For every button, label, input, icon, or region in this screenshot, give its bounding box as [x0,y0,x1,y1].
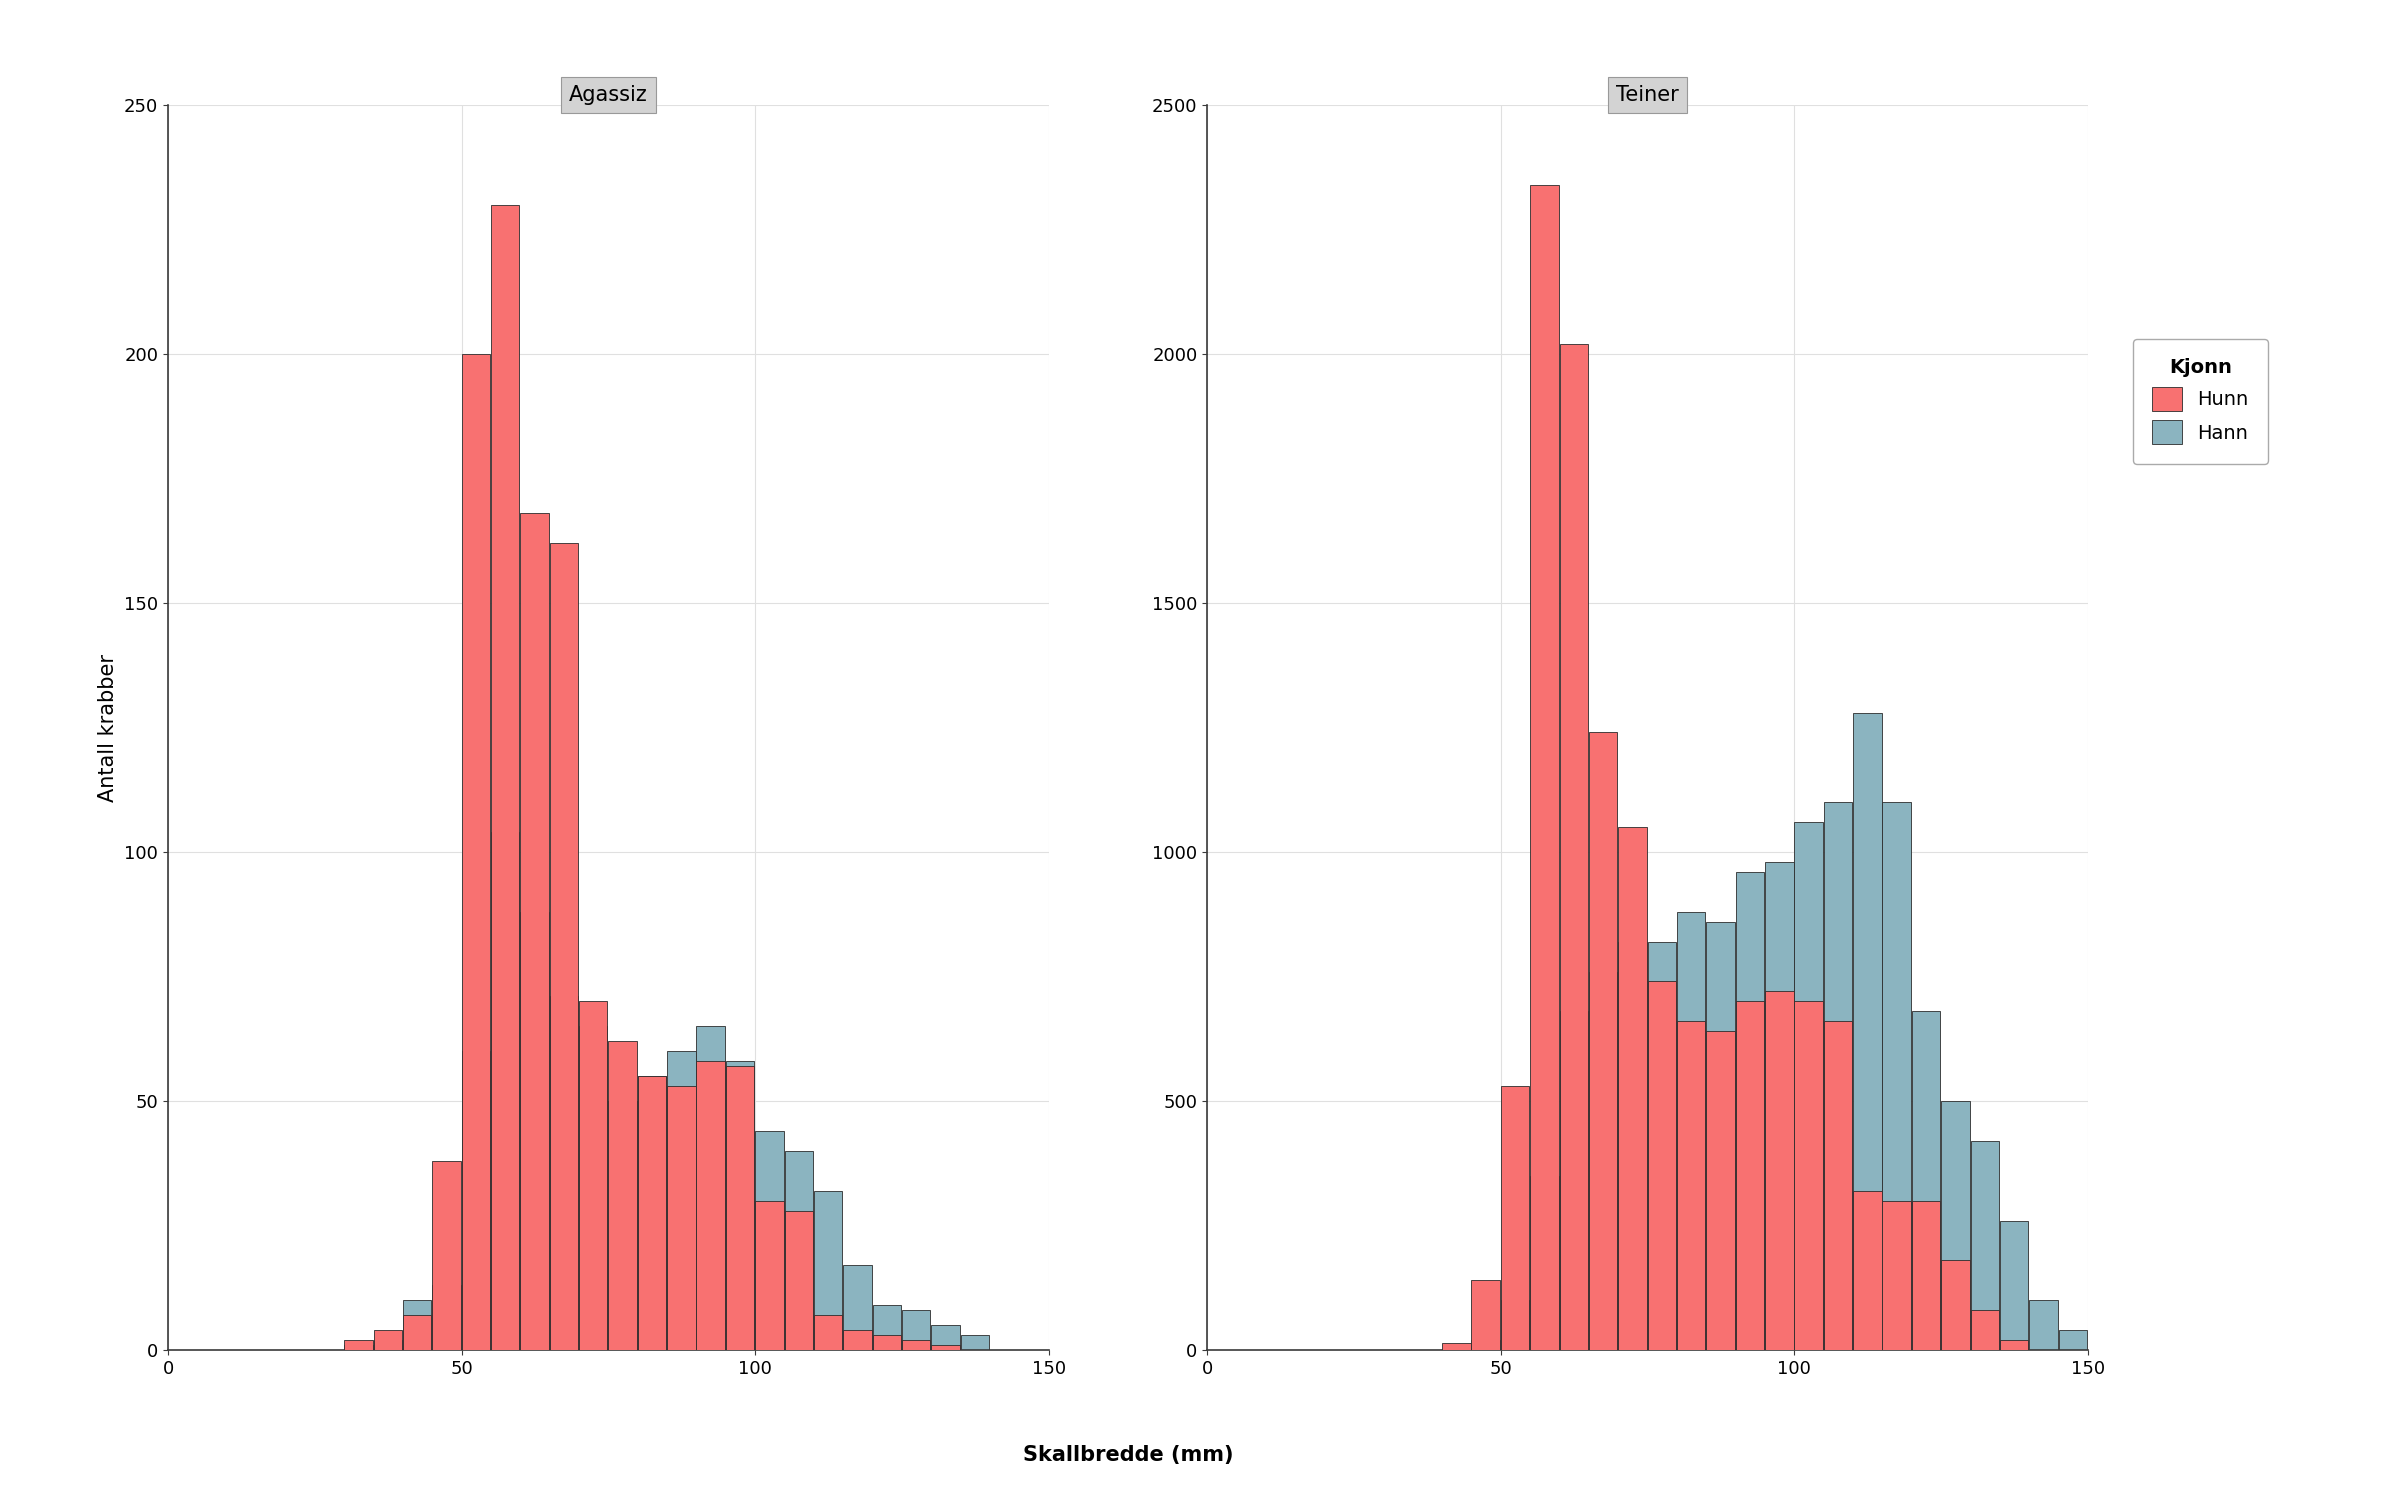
Bar [521,513,550,1350]
Bar [1678,912,1706,1350]
Bar [343,1340,372,1350]
Bar [1500,1086,1529,1350]
Bar [638,1076,667,1350]
Bar [1999,1340,2028,1350]
Bar [1970,1142,1999,1350]
Bar [842,1330,871,1350]
Bar [1795,1002,1824,1350]
Bar [374,1330,401,1350]
Legend: Hunn, Hann: Hunn, Hann [2134,339,2268,464]
Bar [1824,802,1853,1350]
Bar [725,1060,754,1350]
Bar [1706,1032,1735,1350]
Bar [1999,1221,2028,1350]
Bar [550,996,578,1350]
Bar [521,912,550,1350]
Bar [374,1340,401,1350]
Bar [874,1335,900,1350]
Bar [2059,1330,2088,1350]
Bar [1649,942,1675,1350]
Bar [842,1266,871,1350]
Title: Teiner: Teiner [1615,86,1680,105]
Bar [607,1041,636,1350]
Bar [403,1300,432,1350]
Bar [814,1191,842,1350]
Bar [902,1310,931,1350]
Bar [432,1286,461,1350]
Bar [1942,1260,1970,1350]
Bar [1678,1022,1706,1350]
Bar [578,1002,607,1350]
Bar [638,1076,667,1350]
Bar [960,1335,989,1350]
Bar [1913,1200,1939,1350]
Bar [403,1316,432,1350]
Bar [1764,992,1793,1350]
Bar [1500,1300,1529,1350]
Bar [756,1200,785,1350]
Bar [578,1026,607,1350]
Bar [667,1086,696,1350]
Bar [1471,1281,1500,1350]
Y-axis label: Antall krabber: Antall krabber [98,654,118,801]
Bar [1853,1191,1882,1350]
Bar [1589,972,1618,1350]
Bar [1795,822,1824,1350]
Bar [1824,1022,1853,1350]
Bar [902,1340,931,1350]
Bar [1913,1011,1939,1350]
Bar [432,1161,461,1350]
Bar [1560,1011,1589,1350]
Bar [1882,802,1910,1350]
Bar [1471,1340,1500,1350]
Bar [1853,712,1882,1350]
Title: Agassiz: Agassiz [569,86,648,105]
Bar [492,204,518,1350]
Bar [1442,1342,1471,1350]
Bar [696,1026,725,1350]
Bar [696,1060,725,1350]
Bar [931,1324,960,1350]
Bar [461,354,490,1350]
Bar [343,1346,372,1350]
Bar [461,1052,490,1350]
Bar [874,1305,900,1350]
Bar [1882,1200,1910,1350]
Bar [1618,942,1646,1350]
Bar [1531,1176,1558,1350]
Bar [725,1066,754,1350]
Bar [1531,184,1558,1350]
Bar [1560,344,1589,1350]
Bar [1942,1101,1970,1350]
Bar [1735,1002,1764,1350]
Bar [492,833,518,1350]
Bar [785,1210,814,1350]
Bar [550,543,578,1350]
Bar [785,1150,814,1350]
Bar [1649,981,1675,1350]
Bar [607,1101,636,1350]
Text: Skallbredde (mm): Skallbredde (mm) [1022,1444,1234,1466]
Bar [814,1316,842,1350]
Bar [1589,732,1618,1350]
Bar [1970,1310,1999,1350]
Bar [1618,827,1646,1350]
Bar [1706,921,1735,1350]
Bar [1735,871,1764,1350]
Bar [2030,1300,2057,1350]
Bar [931,1346,960,1350]
Bar [756,1131,785,1350]
Bar [1764,862,1793,1350]
Bar [667,1052,696,1350]
